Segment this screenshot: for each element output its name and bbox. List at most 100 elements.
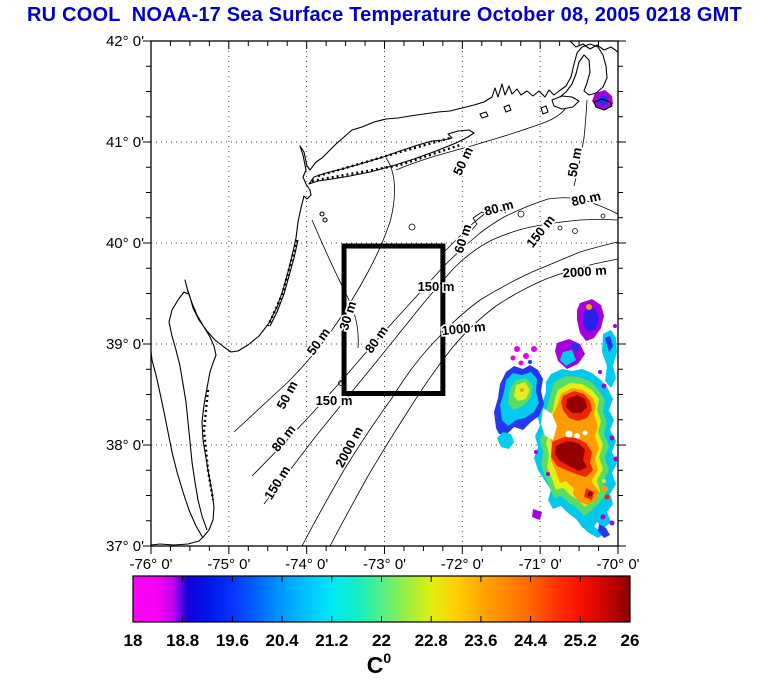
lon-axis-label: -75° 0' [207,556,250,573]
coast-chesapeake-west [151,351,204,539]
lat-axis-label: 40° 0' [106,235,144,252]
colorbar-tick-label: 20.4 [266,631,300,650]
lon-axis-label: -71° 0' [519,556,562,573]
sst-magenta-speck [531,346,537,352]
isobath-150m [263,219,618,505]
isobath-label: 150 m [523,212,558,250]
sst-arm-orange-dot [520,388,524,392]
lat-axis-label: 39° 0' [106,336,144,353]
sst-patch-cyan-tail [578,516,604,538]
sst-speck [602,479,606,483]
sst-speck-purple [601,383,607,389]
sst-arm-lobe [497,432,514,449]
lat-axis-label: 41° 0' [106,134,144,151]
isobath-2000m [329,258,618,546]
sst-patch-darkred-spot [587,491,593,497]
colorbar-tick-label: 22 [372,631,391,650]
isobath-label: 150 m [418,279,455,294]
sst-purple-patch-blue [571,342,580,352]
coastline [151,41,618,546]
isobath-60m [443,209,491,253]
colorbar-ticks [132,576,631,622]
colorbar-tick-label: 23.6 [464,631,497,650]
isobath-ring [572,228,578,234]
isobath-label: 80 m [362,323,391,356]
sst-cloud-gap [541,408,557,440]
isobath-50m-shelf [233,157,395,433]
isobath-80m [251,197,618,477]
colorbar-tick-label: 18 [124,631,143,650]
sst-magenta-speck [518,360,524,366]
colorbar-unit-label: C0 [367,650,392,678]
isobath-label: 80 m [570,188,602,209]
isobath-1000m [301,241,618,546]
lat-axis-label: 37° 0' [106,538,144,555]
sst-edge-strip-cyan [602,330,617,388]
sst-patch-darkred-north [566,395,587,413]
lat-axis-label: 38° 0' [106,437,144,454]
sst-magenta-speck [514,346,520,352]
sst-blue-speck [528,360,532,364]
sst-isolated-purple [532,509,542,520]
lon-axis-label: -72° 0' [441,556,484,573]
sst-speck-purple [600,514,606,520]
sst-speck-purple [546,472,550,476]
isobath-label: 150 m [316,393,353,408]
isobath-label: 2000 m [332,424,366,470]
colorbar-tick-labels: 18 18.8 19.6 20.4 21.2 22 22.8 23.6 24.4 25.2 26 [124,631,640,650]
sst-patch-blue-tip [598,524,610,538]
isobath-ring [408,223,416,231]
colorbar: 18 18.8 19.6 20.4 21.2 22 22.8 23.6 24.4 25.2 26 C… [124,575,640,678]
island-marthas-vineyard [551,95,580,110]
coast-delmarva-west [168,291,208,531]
isobath-30m [311,219,359,349]
sst-speck-purple [609,520,615,526]
harbor-islet [322,217,328,223]
lon-axis-label: -73° 0' [363,556,406,573]
coast-mainland [151,121,375,546]
colorbar-tick-label: 26 [621,631,640,650]
isobath-label: 80 m [268,422,298,455]
isobath-ring [517,210,525,218]
isobath-label: 150 m [261,463,293,502]
isobath-label: 30 m [336,299,359,332]
sst-speck [602,486,608,492]
isobath-label: 50 m [273,378,300,411]
lon-axis-label: -74° 0' [285,556,328,573]
isobath-label: 60 m [451,222,474,255]
island-fishers [479,111,489,119]
sst-magenta-speck [510,355,516,361]
colorbar-tick-label: 22.8 [415,631,448,650]
sst-speck-purple [534,450,538,454]
colorbar-tick-label: 19.6 [216,631,249,650]
island-nantucket [593,98,613,111]
colorbar-tick-label: 25.2 [564,631,597,650]
sst-data-overlay [494,90,618,538]
isobath-ring [600,213,606,219]
coast-hatch-li-north [317,136,451,178]
island-block [503,104,512,113]
isobath-label: 50 m [450,144,476,177]
isobath-label: 1000 m [441,319,486,339]
isobath-50m-capecod [573,99,588,187]
axis-tick-labels: 42° 0' 41° 0' 40° 0' 39° 0' 38° 0' 37° 0'-76°… [106,33,640,573]
colorbar-unit-superscript: 0 [383,650,391,666]
sst-north-tongue-orange [586,304,592,310]
figure-title: RU COOL NOAA-17 Sea Surface Temperature … [27,4,742,26]
sst-nantucket-blue [597,95,609,106]
colorbar-tick-label: 18.8 [166,631,199,650]
sst-cloud-hole [565,430,573,438]
isobath-label: 80 m [483,197,516,219]
coast-hatch-li-south [311,143,461,183]
isobath-label: 50 m [565,146,585,178]
lat-axis-label: 42° 0' [106,33,144,50]
colorbar-tick-label: 21.2 [315,631,348,650]
coast-ct-ri-capecod [373,43,608,123]
island-small [540,105,549,115]
coast-hatch-delmarva [202,389,215,501]
isobath-label: 50 m [304,325,333,358]
sst-speck-purple [609,435,615,441]
colorbar-gradient [132,575,631,623]
sst-speck-purple [613,456,618,462]
